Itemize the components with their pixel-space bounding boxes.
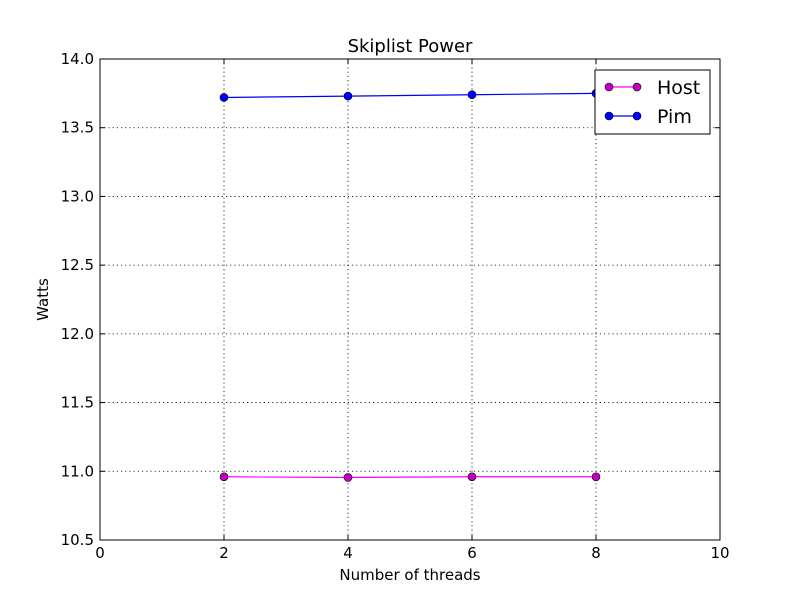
y-tick-label: 12.0 [61,325,94,343]
y-tick-label: 13.5 [61,119,94,137]
y-tick-label: 13.0 [61,187,94,205]
legend: Host Pim [594,69,711,135]
legend-marker-host [632,82,642,92]
legend-label-host: Host [657,77,700,99]
y-tick-label: 12.5 [61,256,94,274]
data-point-host [343,473,353,482]
data-point-host [467,472,477,482]
plot-area-frame [99,58,721,541]
x-tick-label: 6 [467,544,477,562]
legend-box [594,69,711,135]
y-tick-label: 11.5 [61,394,94,412]
y-tick-label: 11.0 [61,462,94,480]
x-tick-label: 8 [591,544,601,562]
x-axis-label: Number of threads [339,566,480,584]
legend-marker-host [604,82,614,92]
legend-marker-pim [604,111,614,121]
axis-ticks: 0 2 4 6 8 10 10.5 11.0 11.5 12.0 12.5 13.0 13.5 14.0 [61,50,730,562]
legend-marker-pim [632,111,642,121]
series-layer [219,89,601,482]
y-tick-label: 10.5 [61,531,94,549]
x-tick-label: 10 [710,544,729,562]
x-tick-label: 0 [95,544,105,562]
y-tick-label: 14.0 [61,50,94,68]
data-point-host [219,472,229,482]
y-axis-label: Watts [34,278,52,321]
x-tick-label: 4 [343,544,353,562]
chart-title: Skiplist Power [348,36,473,57]
data-point-host [591,472,601,482]
data-point-pim [467,90,477,100]
data-point-pim [219,93,229,102]
series-line-pim [223,92,597,99]
legend-label-pim: Pim [657,106,692,128]
data-point-pim [343,91,353,101]
x-tick-label: 2 [219,544,229,562]
series-line-host [223,476,596,479]
